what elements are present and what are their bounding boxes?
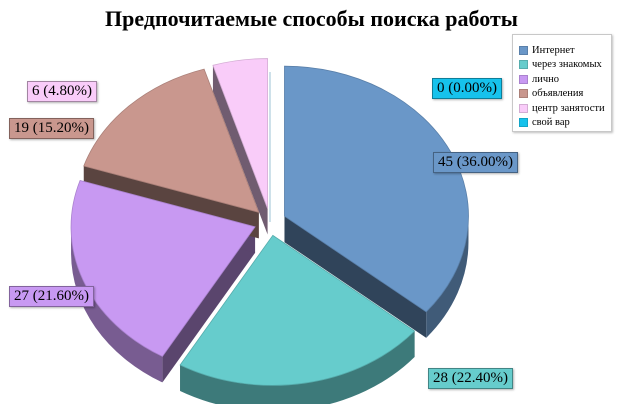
legend-swatch (519, 45, 528, 55)
pie-slice-2 (70, 180, 256, 357)
pie-slice-4 (212, 58, 268, 209)
data-label-employment-center: 6 (4.80%) (27, 81, 97, 102)
legend-label: Интернет (532, 44, 575, 56)
legend-item: лично (519, 72, 611, 87)
pie-slice-rim (180, 331, 415, 404)
data-label-ads: 19 (15.20%) (9, 118, 94, 139)
legend-label: центр занятости (532, 102, 605, 114)
legend-swatch (519, 103, 528, 113)
pie-slice-1 (179, 234, 416, 386)
legend-swatch (519, 60, 528, 70)
legend-item: Интернет (519, 43, 611, 58)
data-label-internet: 45 (36.00%) (433, 152, 518, 173)
chart-legend: Интернет через знакомых лично объявления… (512, 34, 612, 132)
data-label-personally: 27 (21.60%) (9, 286, 94, 307)
data-label-acquaintances: 28 (22.40%) (428, 368, 513, 389)
legend-item: центр занятости (519, 101, 611, 116)
legend-item: объявления (519, 87, 611, 102)
data-label-own-variant: 0 (0.00%) (432, 78, 502, 99)
pie-slice-wall (284, 216, 427, 338)
pie-slice-wall (212, 65, 268, 235)
legend-item: свой вар (519, 116, 611, 131)
legend-item: через знакомых (519, 58, 611, 73)
legend-label: свой вар (532, 117, 570, 129)
legend-label: через знакомых (532, 59, 602, 71)
pie-slice-wall (162, 226, 256, 383)
chart-title: Предпочитаемые способы поиска работы (105, 6, 518, 31)
pie-slice-3 (83, 68, 260, 213)
legend-swatch (519, 74, 528, 84)
legend-swatch (519, 118, 528, 128)
legend-label: объявления (532, 88, 584, 100)
legend-label: лично (532, 73, 560, 85)
legend-swatch (519, 89, 528, 99)
pie-slice-rim (426, 216, 469, 338)
